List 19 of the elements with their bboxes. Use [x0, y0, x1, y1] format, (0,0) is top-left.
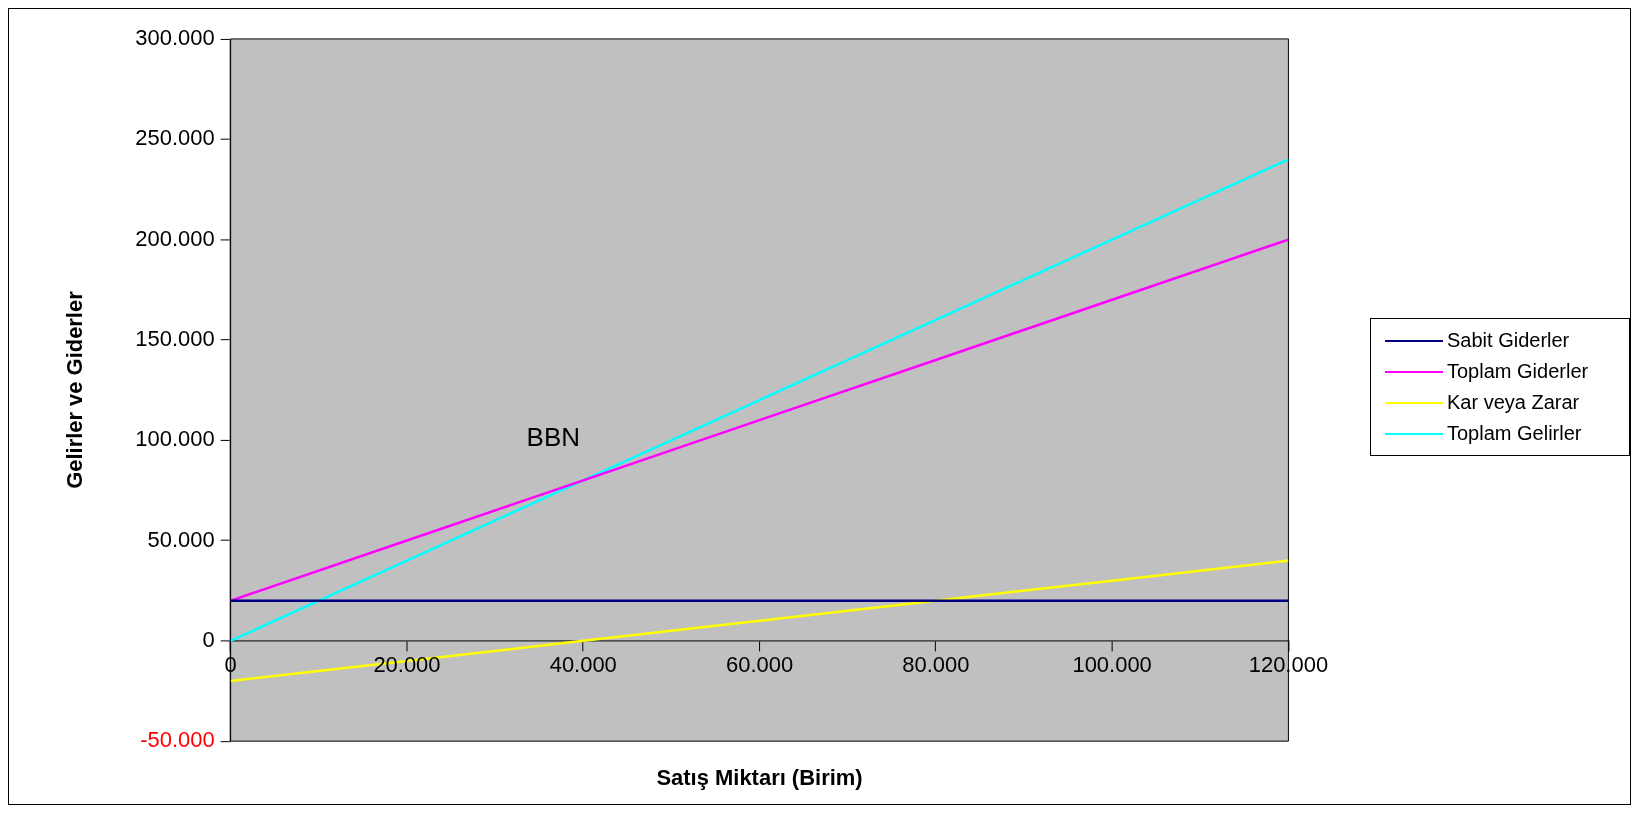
y-axis-title: Gelirler ve Giderler — [62, 290, 88, 489]
x-axis-title: Satış Miktarı (Birim) — [656, 765, 863, 791]
annotation: BBN — [526, 422, 580, 451]
y-tick-label: -50.000 — [140, 727, 215, 753]
legend-label: Kar veya Zarar — [1447, 391, 1580, 414]
x-tick-label: 100.000 — [1072, 651, 1152, 677]
x-tick-label: 80.000 — [902, 651, 970, 677]
x-tick-label: 60.000 — [725, 651, 794, 677]
legend-label: Toplam Giderler — [1447, 360, 1589, 383]
y-tick-label: 200.000 — [135, 225, 215, 251]
y-tick-label: 300.000 — [135, 24, 215, 50]
y-tick-label: 250.000 — [135, 125, 215, 151]
y-tick-label: 0 — [202, 626, 215, 652]
y-tick-label: 100.000 — [135, 426, 215, 452]
y-tick-label: 50.000 — [147, 526, 215, 552]
legend-label: Toplam Gelirler — [1447, 422, 1582, 445]
x-tick-label: 40.000 — [549, 651, 617, 677]
legend-label: Sabit Giderler — [1447, 329, 1570, 352]
y-tick-label: 150.000 — [135, 325, 215, 351]
